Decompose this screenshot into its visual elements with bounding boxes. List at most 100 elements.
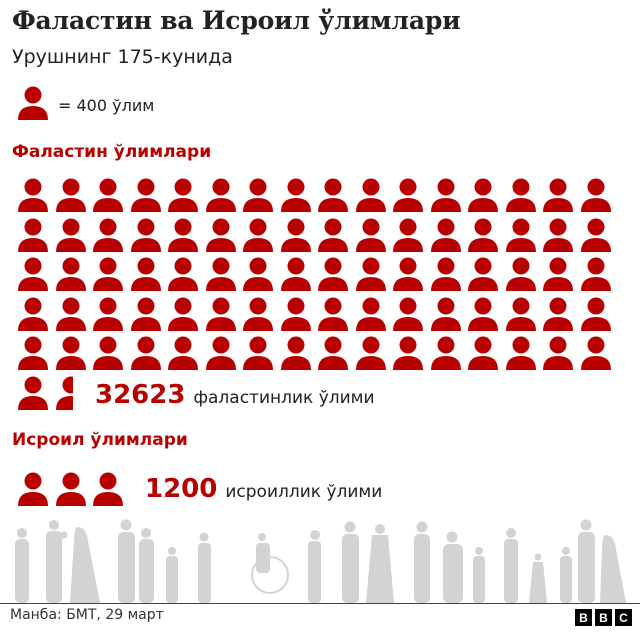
person-icon (355, 218, 386, 252)
person-icon (280, 178, 311, 212)
person-icon (505, 218, 536, 252)
person-icon (505, 336, 536, 370)
person-icon (168, 336, 198, 370)
person-icon (468, 218, 498, 252)
person-icon (55, 218, 86, 252)
person-icon (55, 257, 86, 291)
person-icon (430, 297, 461, 331)
person-icon (130, 178, 161, 212)
person-icon (205, 257, 236, 291)
person-icon (55, 297, 86, 331)
person-icon (18, 376, 48, 410)
person-icon (543, 336, 573, 370)
person-icon (168, 178, 198, 212)
person-icon (393, 297, 423, 331)
legend: = 400 ўлим (18, 86, 154, 124)
israel-count: 1200 (145, 474, 218, 504)
person-icon (393, 257, 423, 291)
person-icon (318, 336, 348, 370)
person-icon (130, 336, 161, 370)
palestine-heading: Фаластин ўлимлари (12, 142, 212, 162)
person-icon (430, 257, 461, 291)
person-icon (205, 336, 236, 370)
person-icon (130, 257, 161, 291)
person-icon (318, 218, 348, 252)
chart-subtitle: Урушнинг 175-кунида (12, 46, 233, 68)
person-icon (430, 336, 461, 370)
israel-count-label: исроиллик ўлими (225, 482, 383, 502)
person-icon (18, 297, 48, 331)
person-icon (243, 336, 273, 370)
palestine-count: 32623 (95, 380, 186, 410)
person-icon (468, 178, 498, 212)
person-icon (93, 257, 123, 291)
person-icon (55, 376, 73, 410)
person-icon (505, 178, 536, 212)
person-icon (243, 218, 273, 252)
person-icon (580, 336, 611, 370)
bbc-logo-b2: B (595, 609, 612, 626)
person-icon (393, 218, 423, 252)
person-icon (130, 297, 161, 331)
person-icon (243, 257, 273, 291)
person-icon (505, 257, 536, 291)
person-icon (280, 336, 311, 370)
legend-label: = 400 ўлим (58, 95, 155, 115)
person-icon (93, 178, 123, 212)
bbc-logo-b1: B (575, 609, 592, 626)
person-icon (280, 297, 311, 331)
person-icon (468, 257, 498, 291)
person-icon (168, 297, 198, 331)
person-icon (543, 218, 573, 252)
source-note: Манба: БМТ, 29 март (10, 607, 164, 623)
person-icon (318, 178, 348, 212)
person-icon (580, 218, 611, 252)
person-icon (18, 178, 48, 212)
person-icon (355, 178, 386, 212)
palestine-count-row: 32623 фаластинлик ўлими (95, 380, 375, 410)
person-icon (393, 336, 423, 370)
person-icon (93, 218, 123, 252)
israel-count-row: 1200 исроиллик ўлими (145, 474, 382, 504)
person-icon (93, 472, 123, 506)
person-icon (93, 336, 123, 370)
person-icon (130, 218, 161, 252)
person-icon (355, 336, 386, 370)
person-icon (393, 178, 423, 212)
person-icon (468, 336, 498, 370)
bbc-logo-c: C (615, 609, 632, 626)
person-icon (543, 297, 573, 331)
chart-title: Фаластин ва Исроил ўлимлари (12, 6, 461, 35)
person-icon (168, 218, 198, 252)
person-icon (318, 297, 348, 331)
person-icon (580, 178, 611, 212)
person-icon (543, 178, 573, 212)
person-icon (318, 257, 348, 291)
person-icon (243, 297, 273, 331)
person-icon (18, 86, 48, 124)
person-icon (55, 472, 86, 506)
person-icon (93, 297, 123, 331)
person-icon (355, 257, 386, 291)
person-icon (355, 297, 386, 331)
palestine-count-label: фаластинлик ўлими (193, 388, 375, 408)
person-icon (18, 257, 48, 291)
person-icon (55, 178, 86, 212)
person-icon (543, 257, 573, 291)
person-icon (280, 218, 311, 252)
person-icon (430, 178, 461, 212)
person-icon (205, 218, 236, 252)
person-icon (580, 257, 611, 291)
person-icon (18, 218, 48, 252)
people-silhouettes-illustration (15, 519, 626, 603)
baseline-rule (0, 603, 640, 604)
person-icon (243, 178, 273, 212)
person-icon (18, 336, 48, 370)
israel-heading: Исроил ўлимлари (12, 430, 188, 450)
person-icon (580, 297, 611, 331)
person-icon (468, 297, 498, 331)
person-icon (55, 336, 86, 370)
bbc-logo: B B C (575, 609, 632, 626)
person-icon (430, 218, 461, 252)
person-icon (18, 472, 48, 506)
